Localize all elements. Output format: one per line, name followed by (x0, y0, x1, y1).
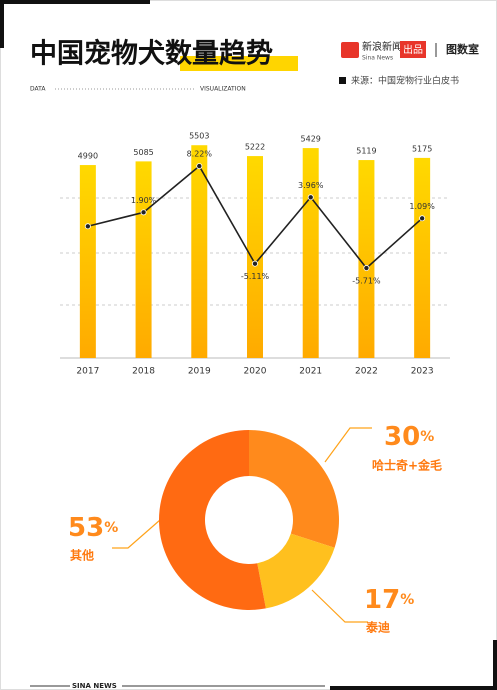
leader (324, 427, 372, 463)
bar-label: 4990 (78, 152, 98, 161)
point-label: 8.22% (187, 150, 213, 159)
point (251, 260, 258, 267)
point-label: -5.71% (352, 277, 381, 286)
slice (159, 430, 266, 610)
footer: SINA NEWS (72, 682, 117, 690)
x-tick-label: 2019 (188, 367, 211, 377)
value-number: 17 (364, 585, 400, 615)
brand-en: Sina News (362, 55, 393, 62)
leader (311, 589, 368, 623)
bar (247, 156, 263, 358)
point-label: 1.90% (131, 196, 157, 205)
corner (0, 0, 150, 48)
point (363, 265, 370, 272)
bar (79, 165, 96, 358)
slice-label: 其他 (70, 548, 94, 563)
bar (358, 160, 375, 358)
slice-label: 泰迪 (365, 620, 390, 635)
point-label: -5.11% (241, 272, 270, 281)
bar-label: 5085 (133, 148, 153, 157)
x-tick-label: 2021 (299, 367, 322, 377)
studio: 图数室 (446, 42, 479, 56)
x-tick-label: 2017 (76, 367, 99, 377)
leaders (112, 427, 372, 623)
x-tick-label: 2022 (355, 367, 378, 377)
slice-value: 30% (384, 422, 434, 452)
corner (330, 640, 497, 690)
value-number: 30 (384, 422, 420, 452)
source: 来源：中国宠物行业白皮书 (351, 75, 459, 87)
title: 中国宠物犬数量趋势 (30, 38, 273, 70)
value-unit: % (420, 429, 434, 445)
bar-label: 5503 (189, 132, 209, 141)
bar (191, 145, 208, 358)
bar (135, 161, 152, 358)
point-label: 1.09% (409, 202, 435, 211)
slice (257, 533, 335, 609)
x-tick-label: 2020 (244, 367, 267, 377)
point (307, 194, 314, 201)
point (84, 223, 91, 230)
bar-label: 5222 (245, 143, 265, 152)
produced: 出品 (403, 43, 423, 56)
slice (249, 429, 340, 548)
value-unit: % (400, 592, 414, 608)
leader (112, 519, 161, 549)
point-label: 3.96% (298, 181, 324, 190)
point (196, 163, 203, 170)
bar (414, 157, 431, 358)
highlight (180, 56, 298, 71)
slice-label: 哈士奇+金毛 (372, 458, 442, 473)
x-tick-label: 2023 (411, 367, 434, 377)
bar (302, 148, 319, 358)
value-number: 53 (68, 513, 104, 543)
viz-label: VISUALIZATION (200, 86, 246, 93)
point (419, 215, 426, 222)
data-label: DATA (30, 86, 46, 93)
point (140, 209, 147, 216)
x-tick-label: 2018 (132, 367, 155, 377)
bar-label: 5175 (412, 144, 432, 153)
value-unit: % (104, 520, 118, 536)
brand: 新浪新闻 (362, 40, 402, 53)
bar-label: 5429 (301, 135, 321, 144)
produced-box (400, 41, 426, 58)
logo-icon (341, 42, 359, 58)
slice-value: 53% (68, 513, 118, 543)
slice-value: 17% (364, 585, 414, 615)
bar-label: 5119 (356, 147, 376, 156)
source-icon (339, 77, 346, 84)
